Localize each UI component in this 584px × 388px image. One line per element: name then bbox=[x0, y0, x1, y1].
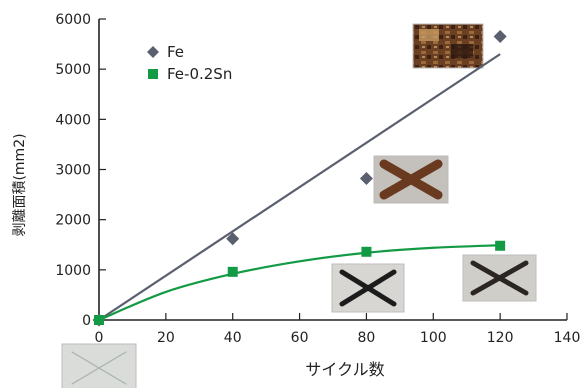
y-tick-label: 6000 bbox=[55, 12, 91, 28]
x-tick-label: 0 bbox=[95, 330, 104, 346]
data-point bbox=[495, 240, 506, 251]
y-tick-label: 4000 bbox=[55, 112, 91, 128]
data-points bbox=[92, 30, 507, 327]
x-tick-label: 100 bbox=[420, 330, 447, 346]
scribe-mark bbox=[379, 159, 443, 200]
y-tick-label: 2000 bbox=[55, 213, 91, 229]
data-point bbox=[361, 246, 372, 257]
x-tick-label: 20 bbox=[157, 330, 175, 346]
y-tick-label: 1000 bbox=[55, 263, 91, 279]
y-axis-label: 剥離面積(mm2) bbox=[11, 133, 28, 236]
legend-marker bbox=[147, 46, 159, 58]
scribe-mark bbox=[470, 260, 529, 296]
legend-label: Fe bbox=[167, 43, 184, 61]
y-tick-label: 5000 bbox=[55, 62, 91, 78]
sample-photo bbox=[373, 155, 449, 204]
data-point bbox=[226, 232, 240, 246]
x-tick-label: 140 bbox=[554, 330, 581, 346]
data-point bbox=[359, 172, 373, 186]
data-point bbox=[227, 266, 238, 277]
legend-marker bbox=[148, 69, 158, 79]
sample-photos bbox=[61, 23, 537, 388]
data-point bbox=[94, 315, 104, 325]
rust-patch bbox=[451, 44, 473, 58]
legend: Fe Fe-0.2Sn bbox=[147, 43, 232, 83]
fit-line bbox=[98, 53, 501, 321]
x-tick-label: 120 bbox=[487, 330, 514, 346]
legend-label: Fe-0.2Sn bbox=[167, 65, 232, 83]
x-tick-label: 80 bbox=[358, 330, 376, 346]
sample-photo bbox=[331, 263, 405, 313]
axes: 0 1000 2000 3000 4000 5000 6000 0 20 40 60 80 100 120… bbox=[55, 12, 580, 346]
y-tick-label: 3000 bbox=[55, 163, 91, 179]
fit-line bbox=[98, 244, 501, 322]
photo-frame bbox=[61, 343, 137, 388]
y-tick-label: 0 bbox=[82, 313, 91, 329]
data-point bbox=[493, 30, 507, 44]
x-tick-label: 60 bbox=[291, 330, 309, 346]
sample-photo bbox=[412, 23, 484, 69]
rust-patch bbox=[419, 29, 439, 41]
fit-lines bbox=[98, 53, 501, 322]
scribe-mark bbox=[71, 351, 127, 385]
x-tick-label: 40 bbox=[224, 330, 242, 346]
sample-photo bbox=[462, 254, 537, 302]
scribe-mark bbox=[339, 269, 397, 307]
x-axis-label: サイクル数 bbox=[305, 360, 384, 379]
sample-photo bbox=[61, 343, 137, 388]
